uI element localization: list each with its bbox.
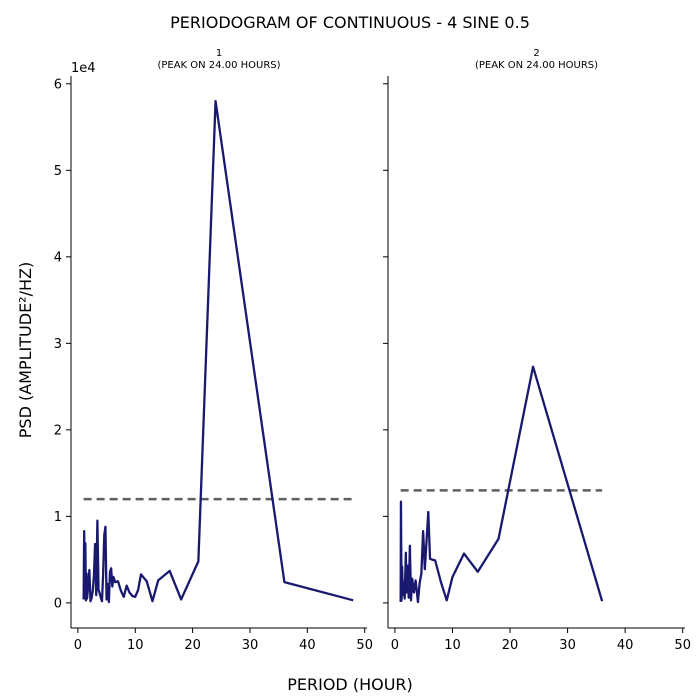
x-tick-label: 10 xyxy=(127,638,144,653)
x-tick-label: 30 xyxy=(559,638,576,653)
y-axis-label-text: PSD (AMPLITUDE²/HZ) xyxy=(16,262,35,438)
y-tick-label: 1 xyxy=(54,510,62,525)
y-tick-label: 5 xyxy=(54,164,62,179)
x-tick-label: 50 xyxy=(674,638,691,653)
y-tick-label: 4 xyxy=(54,250,62,265)
panel-title-number: 2 xyxy=(533,48,539,59)
x-tick-label: 40 xyxy=(299,638,316,653)
x-tick-label: 0 xyxy=(391,638,399,653)
x-tick-label: 40 xyxy=(617,638,634,653)
psd-series-line xyxy=(82,99,354,604)
panel-title-peak: (PEAK ON 24.00 HOURS) xyxy=(157,60,280,71)
panel-title-number: 1 xyxy=(216,48,222,59)
figure-title: PERIODOGRAM OF CONTINUOUS - 4 SINE 0.5 xyxy=(170,13,530,32)
y-tick-label: 2 xyxy=(54,423,62,438)
y-tick-label: 6 xyxy=(54,77,62,92)
panel-2: 2(PEAK ON 24.00 HOURS) 0 10 20 30 40 50 xyxy=(383,48,691,653)
x-tick-label: 30 xyxy=(242,638,259,653)
psd-series-line xyxy=(399,365,604,604)
y-tick-label: 0 xyxy=(54,596,62,611)
x-axis-label: PERIOD (HOUR) xyxy=(287,675,413,694)
panel-title-peak: (PEAK ON 24.00 HOURS) xyxy=(475,60,598,71)
y-offset-text: 1e4 xyxy=(71,61,96,76)
y-axis-label: PSD (AMPLITUDE²/HZ) xyxy=(16,262,35,438)
x-tick-label: 20 xyxy=(184,638,201,653)
x-tick-label: 10 xyxy=(444,638,461,653)
x-tick-label: 50 xyxy=(356,638,373,653)
x-tick-label: 0 xyxy=(74,638,82,653)
x-tick-label: 20 xyxy=(502,638,519,653)
y-tick-label: 3 xyxy=(54,337,62,352)
